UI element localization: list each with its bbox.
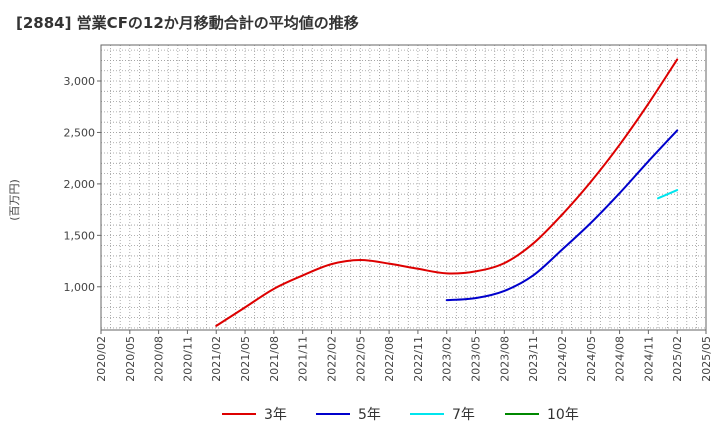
x-tick-label: 2021/08 <box>268 336 281 382</box>
legend-label: 5年 <box>358 407 381 423</box>
grid <box>101 45 706 330</box>
series-line-1 <box>445 129 679 302</box>
y-tick-label: 1,000 <box>64 281 96 294</box>
x-tick-label: 2025/02 <box>671 336 684 382</box>
series-line-0 <box>215 58 679 327</box>
x-tick-label: 2022/08 <box>383 336 396 382</box>
legend-label: 7年 <box>452 407 475 423</box>
series-line-2 <box>656 189 679 200</box>
y-tick-label: 2,000 <box>64 178 96 191</box>
x-tick-label: 2023/08 <box>498 336 511 382</box>
x-tick-label: 2024/05 <box>585 336 598 382</box>
x-tick-label: 2023/05 <box>470 336 483 382</box>
x-tick-label: 2020/05 <box>124 336 137 382</box>
y-tick-label: 3,000 <box>64 75 96 88</box>
x-tick-label: 2021/02 <box>210 336 223 382</box>
legend: 3年 5年 7年 10年 <box>222 407 579 423</box>
x-tick-label: 2024/08 <box>614 336 627 382</box>
x-tick-label: 2024/02 <box>556 336 569 382</box>
y-axis-label: (百万円) <box>8 179 21 221</box>
x-tick-label: 2023/02 <box>441 336 454 382</box>
x-tick-label: 2020/08 <box>153 336 166 382</box>
x-axis: 2020/02 2020/05 2020/08 2020/11 2021/02 2021/… <box>95 330 713 382</box>
plot-border <box>100 44 707 331</box>
x-tick-label: 2022/11 <box>412 336 425 382</box>
x-tick-label: 2024/11 <box>642 336 655 382</box>
x-tick-label: 2025/05 <box>700 336 713 382</box>
y-axis: 1,000 1,500 2,000 2,500 3,000 <box>64 75 101 294</box>
x-tick-label: 2022/02 <box>325 336 338 382</box>
chart-title: [2884] 営業CFの12か月移動合計の平均値の推移 <box>16 14 359 32</box>
x-tick-label: 2020/11 <box>181 336 194 382</box>
legend-label: 3年 <box>264 407 287 423</box>
x-tick-label: 2020/02 <box>95 336 108 382</box>
y-tick-label: 1,500 <box>64 229 96 242</box>
x-tick-label: 2022/05 <box>354 336 367 382</box>
x-tick-label: 2021/11 <box>297 336 310 382</box>
x-tick-label: 2021/05 <box>239 336 252 382</box>
y-tick-label: 2,500 <box>64 126 96 139</box>
series-layer <box>215 58 679 327</box>
x-tick-label: 2023/11 <box>527 336 540 382</box>
legend-label: 10年 <box>547 407 579 423</box>
